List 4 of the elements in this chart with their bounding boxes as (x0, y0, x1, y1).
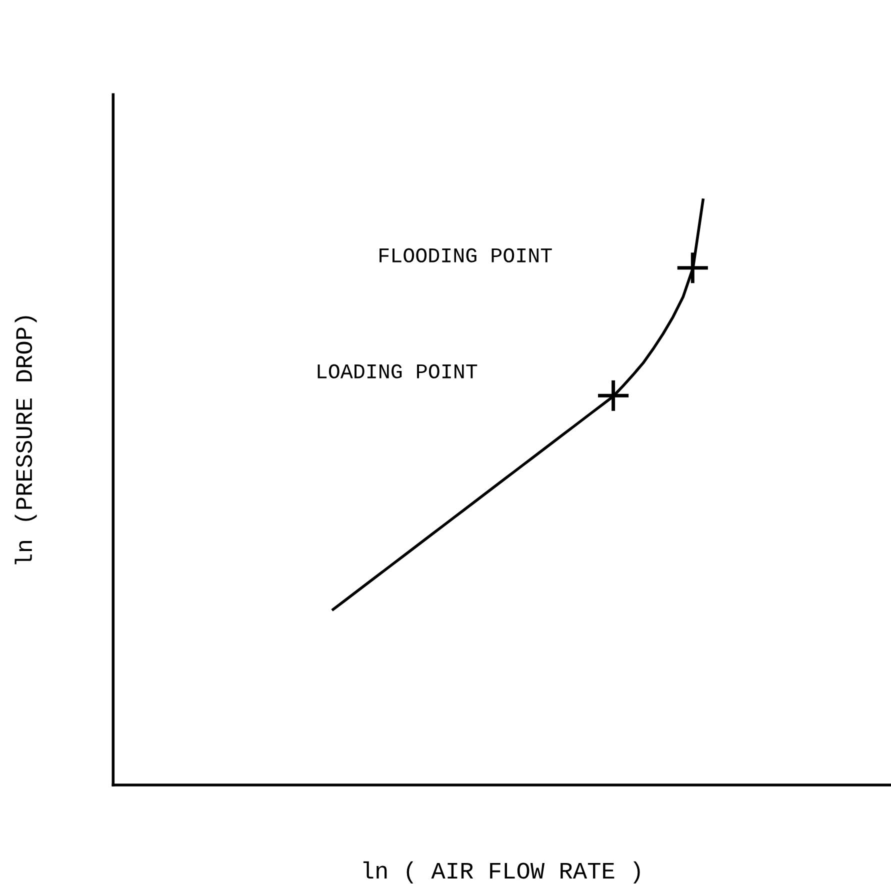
annotation: FLOODING POINT (380, 248, 552, 262)
x-axis-title: ln ( AIR FLOW RATE ) (363, 861, 640, 884)
y-axis-title: ln (PRESSURE DROP) (14, 316, 37, 564)
annotation: LOADING POINT (318, 364, 478, 378)
